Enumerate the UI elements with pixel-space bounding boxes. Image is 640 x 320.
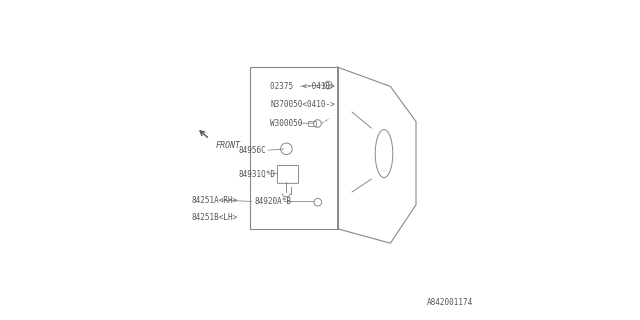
Text: 84956C: 84956C [239, 146, 266, 155]
Text: FRONT: FRONT [216, 141, 241, 150]
Bar [308, 121, 316, 126]
Text: N370050<0410->: N370050<0410-> [270, 100, 335, 108]
Text: 02375  <-0410>: 02375 <-0410> [270, 82, 335, 91]
Text: 84931Q*D: 84931Q*D [239, 170, 275, 179]
Text: A842001174: A842001174 [428, 298, 474, 307]
Text: 84251B<LH>: 84251B<LH> [192, 213, 238, 222]
Bar [250, 67, 338, 229]
Text: 84251A<RH>: 84251A<RH> [192, 196, 238, 204]
Text: 84920A*B: 84920A*B [254, 197, 291, 206]
Text: W300050: W300050 [270, 119, 303, 128]
